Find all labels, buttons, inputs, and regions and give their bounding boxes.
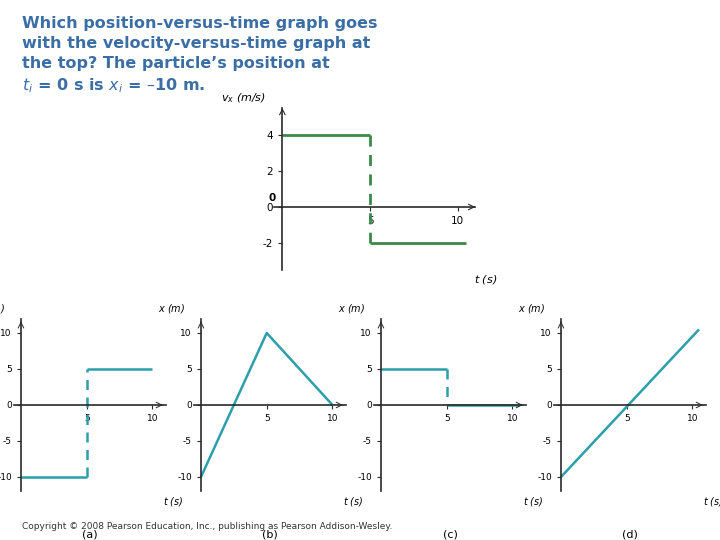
X-axis label: $t$ (s): $t$ (s)	[474, 273, 497, 286]
X-axis label: $t$ (s): $t$ (s)	[163, 495, 184, 508]
Y-axis label: $v_x$ (m/s): $v_x$ (m/s)	[221, 91, 266, 105]
Text: Copyright © 2008 Pearson Education, Inc., publishing as Pearson Addison-Wesley.: Copyright © 2008 Pearson Education, Inc.…	[22, 522, 392, 531]
Text: (b): (b)	[262, 529, 278, 539]
Text: Which position-versus-time graph goes
with the velocity-versus-time graph at
the: Which position-versus-time graph goes wi…	[22, 16, 377, 95]
Text: (a): (a)	[82, 529, 98, 539]
X-axis label: $t$ (s): $t$ (s)	[703, 495, 720, 508]
Text: (c): (c)	[443, 529, 457, 539]
Y-axis label: $x$ (m): $x$ (m)	[158, 302, 185, 315]
X-axis label: $t$ (s): $t$ (s)	[523, 495, 544, 508]
X-axis label: $t$ (s): $t$ (s)	[343, 495, 364, 508]
Text: (d): (d)	[622, 529, 638, 539]
Y-axis label: $x$ (m): $x$ (m)	[518, 302, 545, 315]
Y-axis label: $x$ (m): $x$ (m)	[338, 302, 365, 315]
Y-axis label: $x$ (m): $x$ (m)	[0, 302, 5, 315]
Text: 0: 0	[268, 193, 275, 204]
